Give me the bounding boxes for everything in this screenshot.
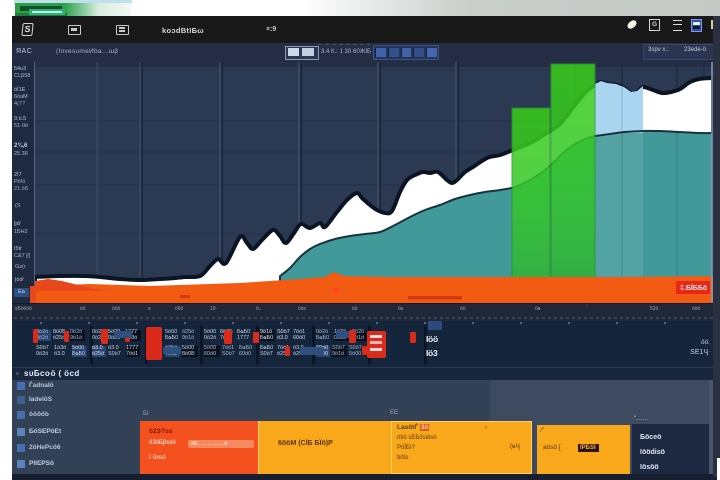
svg-text:‡.БЇББӧ: ‡.БЇББӧ [680,284,707,292]
